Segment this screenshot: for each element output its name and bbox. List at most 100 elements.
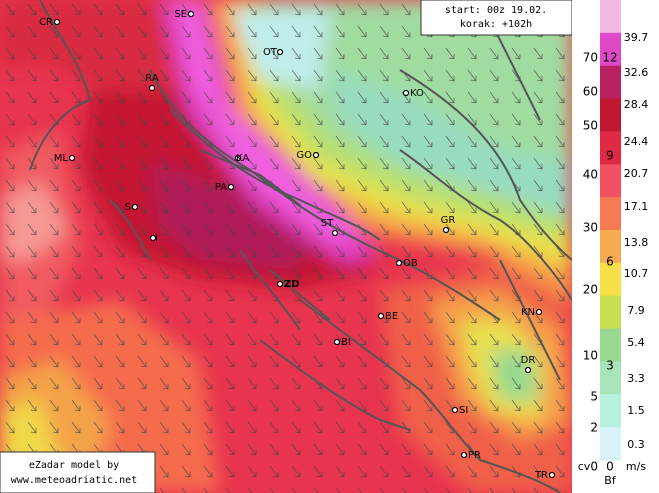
city-label: ZD: [284, 279, 300, 290]
scale-band: [600, 230, 621, 264]
city-label: BE: [385, 311, 398, 322]
ms-label: 7.9: [627, 304, 645, 317]
city-label: PA: [215, 182, 227, 193]
city-label: GR: [441, 215, 456, 226]
scale-band: [600, 361, 621, 395]
city-dot: [395, 259, 403, 267]
city-label: SE: [174, 9, 187, 20]
beaufort-unit: Bf: [604, 474, 617, 487]
calm-label: cv: [578, 460, 591, 473]
credit-line: eZadar model by: [29, 460, 119, 471]
ms-label: 5.4: [627, 336, 645, 349]
knots-label: 50: [583, 119, 598, 133]
ms-label: 32.6: [624, 66, 649, 79]
scale-band: [600, 394, 621, 428]
city-label: BI: [341, 337, 351, 348]
legend-labels: 70605040302010520cv129630Bf39.732.628.42…: [578, 31, 649, 487]
credit-line: www.meteoadriatic.net: [11, 475, 137, 486]
city-dot: [312, 151, 320, 159]
ms-label: 10.7: [624, 267, 649, 280]
scale-band: [600, 131, 621, 165]
beaufort-label: 3: [606, 359, 614, 373]
city-dot: [53, 18, 61, 26]
knots-label: 2: [590, 421, 598, 435]
scale-band: [600, 427, 621, 461]
run-start: start: 00z 19.02.: [445, 5, 547, 16]
city-dot: [333, 338, 341, 346]
beaufort-label: 0: [606, 460, 614, 474]
credit-box: [0, 451, 156, 493]
beaufort-label: 12: [602, 51, 617, 65]
city-label: OB: [403, 258, 418, 269]
scale-band: [600, 164, 621, 198]
knots-label: 5: [590, 390, 598, 404]
knots-label: 10: [583, 349, 598, 363]
city-label: KA: [236, 153, 249, 164]
city-dot: [149, 234, 157, 242]
knots-label: 20: [583, 283, 598, 297]
scale-band: [600, 32, 621, 67]
city-label: PR: [468, 450, 481, 461]
city-label: SI: [459, 405, 468, 416]
city-dot: [227, 183, 235, 191]
city-label: GO: [296, 150, 312, 161]
city-dot: [276, 280, 284, 288]
ms-label: 39.7: [624, 31, 649, 44]
ms-unit: m/s: [626, 460, 646, 473]
scale-band: [600, 328, 621, 362]
city-label: ML: [54, 153, 69, 164]
city-dot: [187, 10, 195, 18]
scale-band: [600, 295, 621, 330]
city-label: I: [155, 233, 158, 244]
ms-label: 24.4: [624, 135, 649, 148]
info-box: [420, 0, 573, 36]
beaufort-label: 6: [606, 255, 614, 269]
knots-label: 30: [583, 221, 598, 235]
ms-label: 0.3: [627, 438, 645, 451]
city-label: S: [125, 202, 131, 213]
city-dot: [402, 89, 410, 97]
city-dot: [148, 84, 156, 92]
city-label: KN: [521, 307, 535, 318]
city-label: KO: [410, 88, 424, 99]
city-label: ST: [321, 218, 334, 229]
city-dot: [442, 226, 450, 234]
city-dot: [548, 471, 556, 479]
ms-label: 17.1: [624, 200, 649, 213]
knots-label: 60: [583, 85, 598, 99]
ms-label: 1.5: [627, 404, 645, 417]
city-dot: [131, 203, 139, 211]
city-dot: [460, 451, 468, 459]
knots-label: 70: [583, 51, 598, 65]
city-dot: [276, 48, 284, 56]
scale-band: [600, 262, 621, 297]
ms-label: 20.7: [624, 167, 649, 180]
color-scale: [600, 0, 621, 461]
scale-band: [600, 197, 621, 231]
city-dot: [234, 154, 242, 162]
city-dot: [524, 366, 532, 374]
city-label: OT: [263, 47, 278, 58]
forecast-step: korak: +102h: [460, 19, 532, 30]
city-dot: [377, 312, 385, 320]
scale-band: [600, 98, 621, 132]
city-dot: [535, 308, 543, 316]
city-dot: [331, 229, 339, 237]
city-label: DR: [521, 355, 536, 366]
city-label: CR: [39, 17, 53, 28]
scale-band: [600, 0, 621, 34]
city-dot: [68, 154, 76, 162]
knots-label: 0: [590, 460, 598, 474]
knots-label: 40: [583, 168, 598, 182]
ms-label: 3.3: [627, 372, 645, 385]
city-dot: [451, 406, 459, 414]
ms-label: 28.4: [624, 98, 649, 111]
city-label: TR: [534, 470, 548, 481]
ms-label: 13.8: [624, 236, 649, 249]
city-label: RA: [145, 73, 159, 84]
scale-band: [600, 65, 621, 100]
